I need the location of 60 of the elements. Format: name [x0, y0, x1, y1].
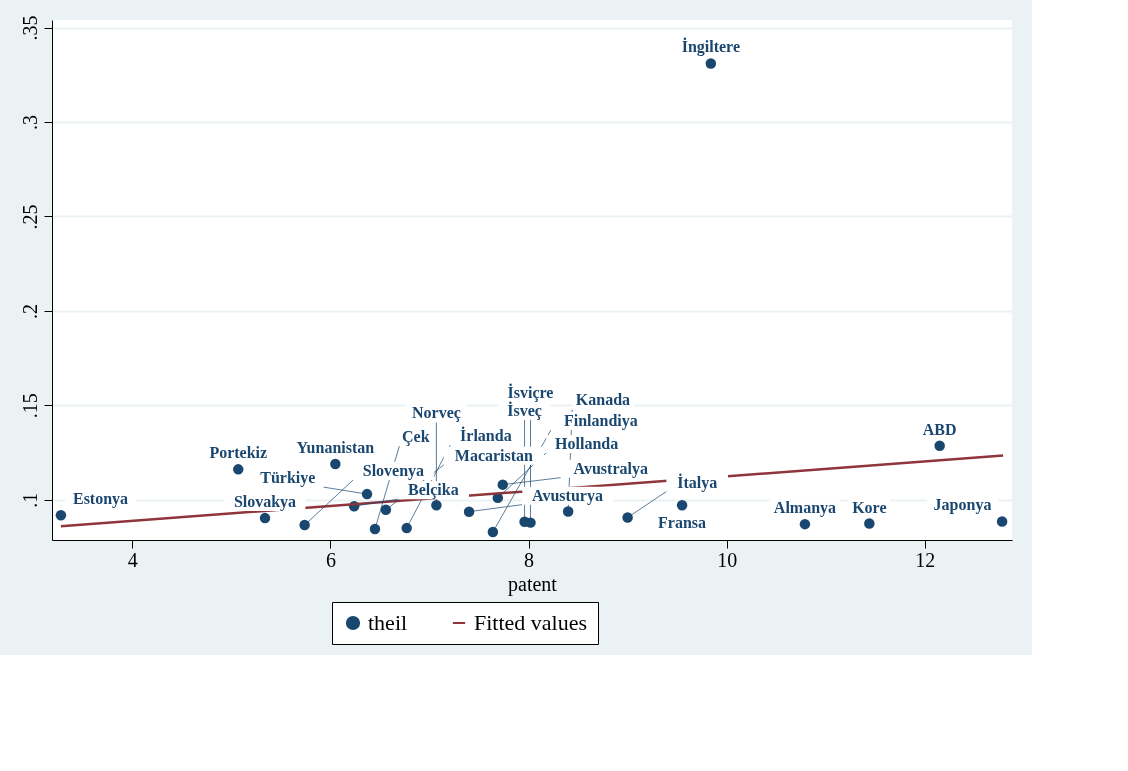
annotation: Slovakya	[233, 493, 297, 512]
point	[676, 500, 688, 511]
y-tick-label: .35	[18, 15, 41, 41]
point	[259, 512, 271, 524]
point	[497, 479, 509, 490]
x-axis-title: patent	[508, 572, 558, 596]
point	[622, 512, 633, 523]
annotation: Slovenya	[362, 462, 425, 481]
point	[525, 517, 536, 528]
point	[233, 464, 244, 475]
x-tick-label: 12	[915, 548, 936, 571]
x-tick-label: 4	[127, 548, 138, 571]
y-tick-label: .25	[18, 204, 41, 230]
point	[431, 500, 442, 511]
annotation: Fransa	[658, 514, 707, 532]
annotation: Çek	[401, 428, 430, 447]
annotation: ABD	[922, 420, 957, 438]
point	[330, 458, 341, 470]
y-tick-label: .1	[18, 492, 41, 508]
point	[299, 519, 310, 531]
annotation: Türkiye	[260, 469, 316, 488]
y-tick-label: .15	[18, 393, 41, 419]
annotation: Portekiz	[209, 444, 268, 462]
x-tick-label: 10	[717, 548, 738, 571]
annotation: Macaristan	[454, 446, 534, 464]
annotation: Finlandiya	[563, 412, 638, 431]
point	[799, 518, 811, 530]
x-tick-label: 6	[325, 548, 336, 571]
annotation: Hollanda	[555, 434, 619, 452]
point	[369, 523, 381, 535]
annotation: İngiltere	[681, 37, 740, 57]
annotation: Kanada	[575, 391, 631, 409]
annotation: Belçika	[408, 481, 459, 500]
point	[55, 510, 67, 521]
point	[562, 506, 574, 517]
point	[401, 522, 412, 534]
y-tick-label: .2	[18, 303, 41, 319]
annotation: Yunanistan	[296, 439, 375, 457]
point	[487, 526, 499, 538]
point	[361, 488, 373, 500]
annotation: İsveç	[507, 400, 542, 420]
annotation: Avusturya	[532, 486, 603, 505]
annotation: İtalya	[677, 472, 718, 492]
point	[705, 58, 717, 69]
annotation: Norveç	[411, 404, 461, 423]
legend-label: Fitted values	[474, 610, 588, 635]
y-tick-label: .3	[18, 115, 41, 130]
point	[463, 506, 475, 517]
annotation: Japonya	[933, 496, 992, 515]
point	[996, 516, 1008, 527]
annotation: Kore	[852, 498, 887, 516]
annotation: Avustralya	[573, 459, 648, 478]
legend-label: theil	[368, 610, 408, 635]
annotation: İsviçre	[507, 382, 554, 402]
x-tick-label: 8	[524, 548, 535, 571]
point	[864, 518, 875, 529]
annotation: Estonya	[72, 490, 129, 509]
annotation: İrlanda	[460, 426, 512, 445]
point	[934, 440, 945, 451]
annotation: Almanya	[773, 499, 837, 518]
